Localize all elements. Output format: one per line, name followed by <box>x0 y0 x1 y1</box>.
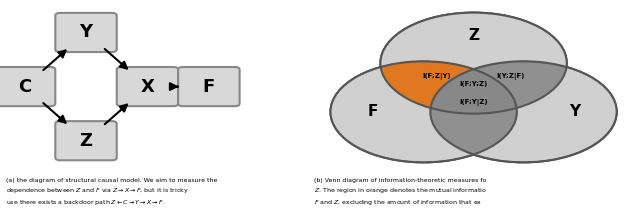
Circle shape <box>330 61 517 162</box>
Text: I(F;Y;Z): I(F;Y;Z) <box>460 81 488 87</box>
FancyBboxPatch shape <box>55 13 116 52</box>
Text: Z: Z <box>468 28 479 43</box>
Text: F: F <box>203 78 215 96</box>
Text: F: F <box>367 104 378 119</box>
Text: X: X <box>141 78 154 96</box>
FancyBboxPatch shape <box>116 67 178 106</box>
FancyBboxPatch shape <box>55 121 116 160</box>
Text: I(F;Z|Y): I(F;Z|Y) <box>422 73 451 80</box>
Text: Y: Y <box>569 104 580 119</box>
Text: C: C <box>18 78 31 96</box>
Text: I(F;Y|Z): I(F;Y|Z) <box>460 99 488 106</box>
Text: Y: Y <box>79 24 93 42</box>
FancyBboxPatch shape <box>178 67 239 106</box>
Circle shape <box>380 13 567 114</box>
Text: (a) the diagram of structural causal model. We aim to measure the
dependence bet: (a) the diagram of structural causal mod… <box>6 178 218 207</box>
FancyBboxPatch shape <box>0 67 55 106</box>
Text: Z: Z <box>79 132 92 150</box>
Circle shape <box>430 61 617 162</box>
Text: I(Y;Z|F): I(Y;Z|F) <box>496 73 524 80</box>
Text: (b) Venn diagram of information-theoretic measures fo
$Z$. The region in orange : (b) Venn diagram of information-theoreti… <box>314 178 486 207</box>
